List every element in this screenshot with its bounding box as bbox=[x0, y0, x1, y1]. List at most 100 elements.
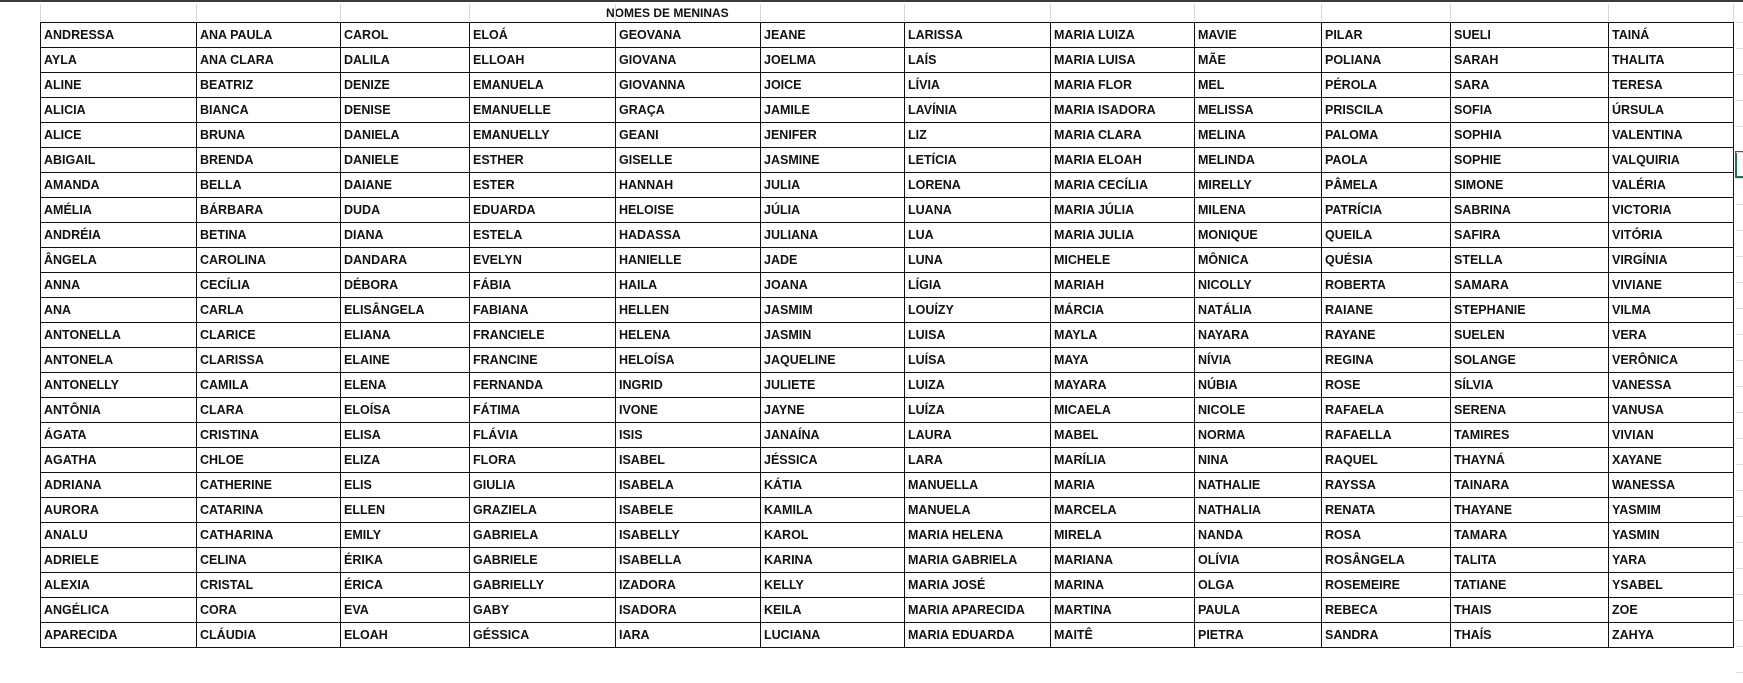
name-cell[interactable]: JADE bbox=[760, 247, 905, 273]
name-cell[interactable]: LUÍZA bbox=[904, 397, 1051, 423]
name-cell[interactable]: RAYSSA bbox=[1321, 472, 1451, 498]
name-cell[interactable]: LUIZA bbox=[904, 372, 1051, 398]
name-cell[interactable]: ISABELLY bbox=[615, 522, 761, 548]
name-cell[interactable]: NATHALIE bbox=[1194, 472, 1322, 498]
name-cell[interactable]: ELIZA bbox=[340, 447, 470, 473]
name-cell[interactable]: MÁRCIA bbox=[1050, 297, 1195, 323]
name-cell[interactable]: DENISE bbox=[340, 97, 470, 123]
name-cell[interactable]: RENATA bbox=[1321, 497, 1451, 523]
name-cell[interactable]: ZAHYA bbox=[1608, 622, 1734, 648]
name-cell[interactable]: VERÔNICA bbox=[1608, 347, 1734, 373]
name-cell[interactable]: VANUSA bbox=[1608, 397, 1734, 423]
name-cell[interactable]: EDUARDA bbox=[469, 197, 616, 223]
name-cell[interactable]: CORA bbox=[196, 597, 341, 623]
name-cell[interactable]: QUEILA bbox=[1321, 222, 1451, 248]
name-cell[interactable]: MARIANA bbox=[1050, 547, 1195, 573]
name-cell[interactable]: DUDA bbox=[340, 197, 470, 223]
name-cell[interactable]: THAYNÁ bbox=[1450, 447, 1609, 473]
name-cell[interactable]: IVONE bbox=[615, 397, 761, 423]
name-cell[interactable]: THAYANE bbox=[1450, 497, 1609, 523]
name-cell[interactable]: ANGÉLICA bbox=[40, 597, 197, 623]
name-cell[interactable]: MARIA JÚLIA bbox=[1050, 197, 1195, 223]
name-cell[interactable]: RAYANE bbox=[1321, 322, 1451, 348]
name-cell[interactable]: QUÉSIA bbox=[1321, 247, 1451, 273]
name-cell[interactable]: ELOAH bbox=[340, 622, 470, 648]
name-cell[interactable]: JAYNE bbox=[760, 397, 905, 423]
name-cell[interactable]: LAÍS bbox=[904, 47, 1051, 73]
name-cell[interactable]: BELLA bbox=[196, 172, 341, 198]
name-cell[interactable]: LOUÍZY bbox=[904, 297, 1051, 323]
name-cell[interactable]: PATRÍCIA bbox=[1321, 197, 1451, 223]
name-cell[interactable]: LUCIANA bbox=[760, 622, 905, 648]
name-cell[interactable]: HELOÍSA bbox=[615, 347, 761, 373]
name-cell[interactable]: MAYLA bbox=[1050, 322, 1195, 348]
name-cell[interactable]: MILENA bbox=[1194, 197, 1322, 223]
name-cell[interactable]: NAYARA bbox=[1194, 322, 1322, 348]
name-cell[interactable]: SABRINA bbox=[1450, 197, 1609, 223]
name-cell[interactable]: THAIS bbox=[1450, 597, 1609, 623]
name-cell[interactable]: HELOISE bbox=[615, 197, 761, 223]
name-cell[interactable]: CLARA bbox=[196, 397, 341, 423]
name-cell[interactable]: RAIANE bbox=[1321, 297, 1451, 323]
name-cell[interactable]: YSABEL bbox=[1608, 572, 1734, 598]
name-cell[interactable]: NÍVIA bbox=[1194, 347, 1322, 373]
name-cell[interactable]: SERENA bbox=[1450, 397, 1609, 423]
name-cell[interactable]: JULIA bbox=[760, 172, 905, 198]
name-cell[interactable]: BETINA bbox=[196, 222, 341, 248]
name-cell[interactable]: CHLOE bbox=[196, 447, 341, 473]
name-cell[interactable]: YASMIM bbox=[1608, 497, 1734, 523]
name-cell[interactable]: JOICE bbox=[760, 72, 905, 98]
name-cell[interactable]: ROBERTA bbox=[1321, 272, 1451, 298]
name-cell[interactable]: ZOE bbox=[1608, 597, 1734, 623]
name-cell[interactable]: CATARINA bbox=[196, 497, 341, 523]
name-cell[interactable]: ÚRSULA bbox=[1608, 97, 1734, 123]
name-cell[interactable]: BIANCA bbox=[196, 97, 341, 123]
name-cell[interactable]: PAULA bbox=[1194, 597, 1322, 623]
name-cell[interactable]: JASMINE bbox=[760, 147, 905, 173]
name-cell[interactable]: GABRIELA bbox=[469, 522, 616, 548]
name-cell[interactable]: WANESSA bbox=[1608, 472, 1734, 498]
name-cell[interactable]: ADRIANA bbox=[40, 472, 197, 498]
name-cell[interactable]: SARAH bbox=[1450, 47, 1609, 73]
name-cell[interactable]: ELISÂNGELA bbox=[340, 297, 470, 323]
name-cell[interactable]: LARISSA bbox=[904, 22, 1051, 48]
name-cell[interactable]: HADASSA bbox=[615, 222, 761, 248]
name-cell[interactable]: ISABEL bbox=[615, 447, 761, 473]
name-cell[interactable]: LARA bbox=[904, 447, 1051, 473]
name-cell[interactable]: ELOÍSA bbox=[340, 397, 470, 423]
name-cell[interactable]: JULIANA bbox=[760, 222, 905, 248]
name-cell[interactable]: RAQUEL bbox=[1321, 447, 1451, 473]
name-cell[interactable]: YARA bbox=[1608, 547, 1734, 573]
name-cell[interactable]: PIETRA bbox=[1194, 622, 1322, 648]
name-cell[interactable]: ÁGATA bbox=[40, 422, 197, 448]
name-cell[interactable]: EVELYN bbox=[469, 247, 616, 273]
name-cell[interactable]: GRAZIELA bbox=[469, 497, 616, 523]
name-cell[interactable]: FRANCIELE bbox=[469, 322, 616, 348]
name-cell[interactable]: AURORA bbox=[40, 497, 197, 523]
name-cell[interactable]: DAIANE bbox=[340, 172, 470, 198]
name-cell[interactable]: ROSA bbox=[1321, 522, 1451, 548]
name-cell[interactable]: CAROL bbox=[340, 22, 470, 48]
name-cell[interactable]: ISIS bbox=[615, 422, 761, 448]
name-cell[interactable]: INGRID bbox=[615, 372, 761, 398]
name-cell[interactable]: CLÁUDIA bbox=[196, 622, 341, 648]
name-cell[interactable]: FLÁVIA bbox=[469, 422, 616, 448]
name-cell[interactable]: CELINA bbox=[196, 547, 341, 573]
name-cell[interactable]: MARÍLIA bbox=[1050, 447, 1195, 473]
name-cell[interactable]: MELISSA bbox=[1194, 97, 1322, 123]
name-cell[interactable]: MIRELA bbox=[1050, 522, 1195, 548]
name-cell[interactable]: ESTER bbox=[469, 172, 616, 198]
name-cell[interactable]: DENIZE bbox=[340, 72, 470, 98]
name-cell[interactable]: DALILA bbox=[340, 47, 470, 73]
name-cell[interactable]: GABRIELE bbox=[469, 547, 616, 573]
name-cell[interactable]: TALITA bbox=[1450, 547, 1609, 573]
name-cell[interactable]: MARIA LUISA bbox=[1050, 47, 1195, 73]
name-cell[interactable]: ANA PAULA bbox=[196, 22, 341, 48]
name-cell[interactable]: VALQUIRIA bbox=[1608, 147, 1734, 173]
name-cell[interactable]: PAOLA bbox=[1321, 147, 1451, 173]
name-cell[interactable]: JAMILE bbox=[760, 97, 905, 123]
name-cell[interactable]: LÍGIA bbox=[904, 272, 1051, 298]
name-cell[interactable]: POLIANA bbox=[1321, 47, 1451, 73]
name-cell[interactable]: KAMILA bbox=[760, 497, 905, 523]
name-cell[interactable]: APARECIDA bbox=[40, 622, 197, 648]
